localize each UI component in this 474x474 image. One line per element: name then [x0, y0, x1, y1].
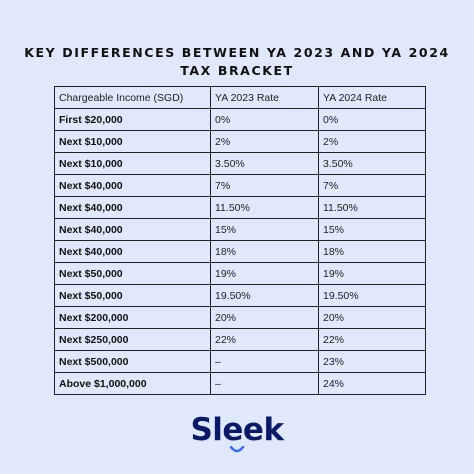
- cell-ya-2024-rate: 18%: [318, 240, 426, 263]
- cell-ya-2023-rate: 11.50%: [210, 196, 319, 219]
- cell-chargeable-income: Next $40,000: [54, 174, 211, 197]
- cell-ya-2023-rate: 7%: [210, 174, 319, 197]
- cell-chargeable-income: Next $250,000: [54, 328, 211, 351]
- cell-ya-2024-rate: 19%: [318, 262, 426, 285]
- cell-ya-2023-rate: 19%: [210, 262, 319, 285]
- cell-ya-2024-rate: 11.50%: [318, 196, 426, 219]
- cell-ya-2023-rate: –: [210, 372, 319, 395]
- cell-ya-2024-rate: 24%: [318, 372, 426, 395]
- table-header-row: Chargeable Income (SGD) YA 2023 Rate YA …: [54, 86, 426, 109]
- cell-ya-2024-rate: 3.50%: [318, 152, 426, 175]
- cell-chargeable-income: First $20,000: [54, 108, 211, 131]
- table-row: Next $500,000–23%: [54, 350, 426, 373]
- cell-ya-2024-rate: 20%: [318, 306, 426, 329]
- table-row: Next $10,000 3.50% 3.50%: [54, 152, 426, 175]
- cell-ya-2024-rate: 22%: [318, 328, 426, 351]
- cell-ya-2023-rate: 3.50%: [210, 152, 319, 175]
- cell-ya-2024-rate: 2%: [318, 130, 426, 153]
- cell-chargeable-income: Next $50,000: [54, 284, 211, 307]
- table-row: Next $40,000 7% 7%: [54, 174, 426, 197]
- table-row: Next $40,000 18% 18%: [54, 240, 426, 263]
- cell-chargeable-income: Next $10,000: [54, 130, 211, 153]
- table-row: Above $1,000,000–24%: [54, 372, 426, 395]
- cell-ya-2024-rate: 19.50%: [318, 284, 426, 307]
- sleek-logo: Sleek: [0, 408, 474, 453]
- cell-ya-2023-rate: 20%: [210, 306, 319, 329]
- table-row: First $20,000 0% 0%: [54, 108, 426, 131]
- tax-bracket-table: Chargeable Income (SGD) YA 2023 Rate YA …: [54, 86, 426, 395]
- table-row: Next $50,000 19.50% 19.50%: [54, 284, 426, 307]
- cell-ya-2023-rate: 2%: [210, 130, 319, 153]
- header-ya-2024-rate: YA 2024 Rate: [318, 86, 426, 109]
- title-line-1: KEY DIFFERENCES BETWEEN YA 2023 AND YA 2…: [24, 45, 450, 60]
- smile-icon: [229, 446, 245, 453]
- cell-ya-2024-rate: 15%: [318, 218, 426, 241]
- cell-ya-2023-rate: –: [210, 350, 319, 373]
- table-row: Next $40,000 11.50% 11.50%: [54, 196, 426, 219]
- table-row: Next $200,000 20% 20%: [54, 306, 426, 329]
- cell-ya-2023-rate: 15%: [210, 218, 319, 241]
- cell-ya-2023-rate: 22%: [210, 328, 319, 351]
- header-ya-2023-rate: YA 2023 Rate: [210, 86, 319, 109]
- cell-ya-2023-rate: 19.50%: [210, 284, 319, 307]
- cell-ya-2024-rate: 0%: [318, 108, 426, 131]
- cell-ya-2023-rate: 18%: [210, 240, 319, 263]
- page-title: KEY DIFFERENCES BETWEEN YA 2023 AND YA 2…: [0, 44, 474, 80]
- cell-chargeable-income: Next $200,000: [54, 306, 211, 329]
- cell-ya-2024-rate: 23%: [318, 350, 426, 373]
- cell-ya-2024-rate: 7%: [318, 174, 426, 197]
- table-row: Next $250,000 22% 22%: [54, 328, 426, 351]
- table-row: Next $50,000 19% 19%: [54, 262, 426, 285]
- title-line-2: TAX BRACKET: [180, 63, 294, 78]
- cell-chargeable-income: Next $50,000: [54, 262, 211, 285]
- table-row: Next $40,000 15% 15%: [54, 218, 426, 241]
- cell-chargeable-income: Next $500,000: [54, 350, 211, 373]
- table-row: Next $10,000 2% 2%: [54, 130, 426, 153]
- header-chargeable-income: Chargeable Income (SGD): [54, 86, 211, 109]
- cell-ya-2023-rate: 0%: [210, 108, 319, 131]
- cell-chargeable-income: Next $40,000: [54, 240, 211, 263]
- cell-chargeable-income: Next $40,000: [54, 218, 211, 241]
- cell-chargeable-income: Above $1,000,000: [54, 372, 211, 395]
- logo-text: Sleek: [190, 412, 284, 448]
- cell-chargeable-income: Next $10,000: [54, 152, 211, 175]
- cell-chargeable-income: Next $40,000: [54, 196, 211, 219]
